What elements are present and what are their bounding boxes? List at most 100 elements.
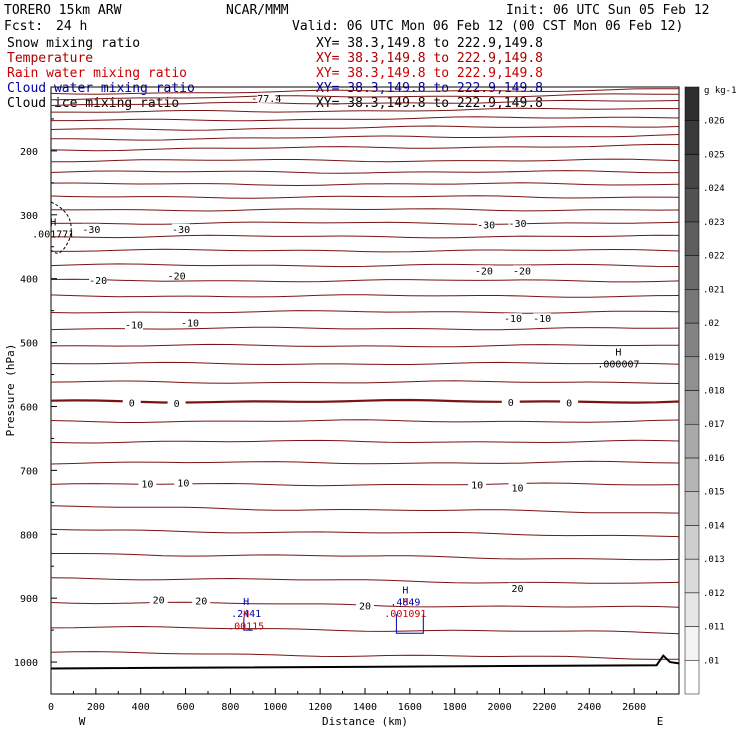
contour-label-bg — [257, 92, 276, 103]
x-tick-label: 200 — [87, 702, 105, 713]
contour-label-bg — [560, 397, 579, 408]
y-tick-label: 200 — [20, 147, 38, 158]
legend: Snow mixing ratio XY= 38.3,149.8 to 222.… — [7, 36, 543, 111]
temperature-contour-label: -10 — [125, 321, 143, 332]
y-axis-ticks: 200 300 400 500 600 700 800 900 1000 — [14, 118, 57, 669]
y-tick-label: 1000 — [14, 658, 38, 669]
x-axis-label: Distance (km) — [322, 715, 408, 728]
x-tick-label: 600 — [177, 702, 195, 713]
contour-label-bg — [89, 274, 108, 285]
isotherm — [50, 310, 680, 314]
isotherm — [50, 234, 680, 239]
legend-xy-snow: XY= 38.3,149.8 to 222.9,149.8 — [316, 36, 543, 51]
isotherm — [50, 170, 680, 174]
colorbar-segment — [684, 86, 700, 121]
temperature-contour-label: -10 — [533, 314, 551, 325]
temperature-contour-label: -20 — [513, 266, 531, 277]
colorbar-tick-label: .012 — [703, 589, 725, 599]
legend-label-snow: Snow mixing ratio — [7, 36, 140, 51]
colorbar-unit: g kg-1 — [704, 86, 737, 96]
colorbar-segment — [684, 356, 700, 391]
isotherm — [50, 361, 680, 366]
temperature-contour-label: -30 — [82, 225, 100, 236]
temperature-contour-label: -77.4 — [251, 94, 281, 105]
y-tick-label: 300 — [20, 211, 38, 222]
y-tick-label: 600 — [20, 402, 38, 413]
isotherm — [50, 343, 680, 348]
extremum-value: .00115 — [228, 622, 264, 633]
isotherm — [50, 651, 680, 660]
isotherm — [50, 158, 680, 163]
isotherm — [50, 88, 680, 95]
contour-label-bg — [124, 319, 143, 330]
colorbar-tick-label: .017 — [703, 420, 725, 430]
contour-label-bg — [181, 317, 200, 328]
temperature-contour-label: -20 — [168, 271, 186, 282]
temperature-contour-label: 0 — [129, 399, 135, 410]
isotherm — [51, 553, 680, 561]
extremum-marker: H — [243, 597, 249, 608]
contour-label-bg — [122, 397, 141, 408]
contour-label-bg — [508, 582, 527, 593]
colorbar-segment — [684, 187, 700, 223]
temperature-contours — [50, 88, 680, 660]
colorbar-tick-label: .023 — [703, 218, 725, 228]
isotherm — [50, 93, 679, 101]
init-time: Init: 06 UTC Sun 05 Feb 12 — [506, 3, 710, 18]
extremum-marker: H — [402, 585, 408, 596]
colorbar-segment — [684, 558, 700, 594]
temperature-contour-label: -20 — [475, 266, 493, 277]
isotherm — [50, 528, 680, 538]
extremum-value: .001771 — [32, 229, 74, 240]
isotherm — [50, 99, 680, 106]
temperature-contour-label: 10 — [511, 484, 523, 495]
isotherm — [50, 398, 680, 404]
temperature-contour-label: -30 — [477, 220, 495, 231]
center-title: NCAR/MMM — [226, 3, 289, 18]
contour-label-bg — [172, 223, 191, 234]
isotherm — [50, 125, 680, 131]
x-tick-label: 2600 — [622, 702, 646, 713]
x-tick-label: 1400 — [353, 702, 377, 713]
y-tick-label: 700 — [20, 466, 38, 477]
contour-label-bg — [508, 218, 527, 229]
isotherm — [50, 505, 680, 514]
x-axis-ticks: 0 200 400 600 800 1000 1200 1400 1600 1800 2000 220… — [48, 688, 658, 713]
isotherm — [51, 107, 680, 113]
colorbar-segment — [684, 423, 700, 459]
temperature-contour-label: 20 — [195, 597, 207, 608]
temperature-contour-label: 0 — [174, 399, 180, 410]
colorbar-tick-label: .021 — [703, 285, 725, 295]
y-tick-label: 500 — [20, 339, 38, 350]
x-tick-label: 1800 — [443, 702, 467, 713]
extremum-marker: H — [402, 597, 408, 608]
extremum-value: .4849 — [390, 597, 420, 608]
extremum-marker: H — [243, 610, 249, 621]
temperature-contour-label: 0 — [508, 398, 514, 409]
isotherm — [50, 195, 680, 199]
isotherm — [50, 326, 680, 331]
isotherm — [50, 221, 680, 225]
y-axis-label: Pressure (hPa) — [4, 344, 17, 437]
y-tick-label: 900 — [20, 594, 38, 605]
x-tick-label: 0 — [48, 702, 54, 713]
extremum-marker: H — [615, 348, 621, 359]
colorbar-tick-label: .014 — [703, 521, 725, 531]
contour-label-bg — [513, 265, 531, 276]
colorbar-tick-label: .016 — [703, 454, 725, 464]
legend-label-cloud-water: Cloud water mixing ratio — [7, 81, 195, 96]
contour-label-bg — [477, 219, 496, 230]
colorbar-tick-label: .024 — [703, 184, 725, 194]
temperature-contour-label: -10 — [504, 314, 522, 325]
x-tick-label: 1200 — [308, 702, 332, 713]
colorbar-segment — [684, 390, 700, 425]
contour-label-bg — [167, 398, 186, 409]
isotherm — [50, 208, 680, 212]
colorbar-segment — [684, 120, 700, 155]
contour-label-bg — [533, 313, 552, 324]
colorbar-segment — [684, 221, 700, 256]
isotherm — [50, 419, 680, 424]
contour-label-bg — [501, 396, 520, 407]
extremum-value: .001091 — [384, 609, 426, 620]
